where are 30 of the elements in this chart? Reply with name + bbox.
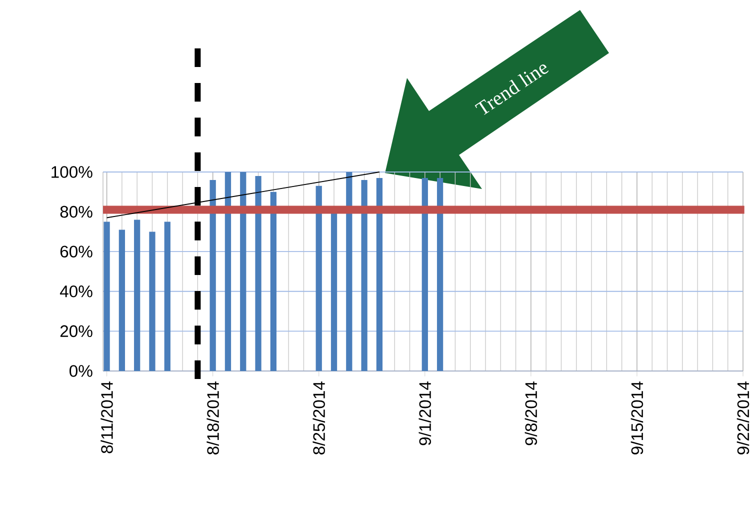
bar [118,230,126,371]
bar [104,222,110,371]
bar [330,212,338,371]
bar [436,178,444,371]
x-tick-label: 8/18/2014 [206,382,219,454]
bar [316,186,322,371]
bar [255,176,262,371]
x-tick-label: 9/8/2014 [524,382,538,446]
bar [376,178,383,371]
y-tick-label: 0% [70,365,92,377]
y-tick-label: 100% [52,166,92,178]
bar [149,232,156,371]
bar [270,192,276,371]
y-tick-label: 20% [60,325,92,338]
bar [134,220,140,371]
x-tick-label: 9/15/2014 [630,382,644,454]
bar [164,222,170,371]
y-tick-label: 40% [60,286,92,298]
bar [361,180,368,371]
bar [224,172,232,371]
bar [422,178,428,371]
y-tick-label: 80% [60,206,92,218]
x-tick-label: 8/11/2014 [100,382,113,454]
x-tick-label: 9/22/2014 [736,382,750,454]
y-tick-label: 60% [60,246,92,258]
bar [346,172,352,371]
x-tick-label: 9/1/2014 [418,382,432,446]
bar [240,172,246,371]
bar [210,180,216,371]
x-tick-label: 8/25/2014 [312,382,325,454]
